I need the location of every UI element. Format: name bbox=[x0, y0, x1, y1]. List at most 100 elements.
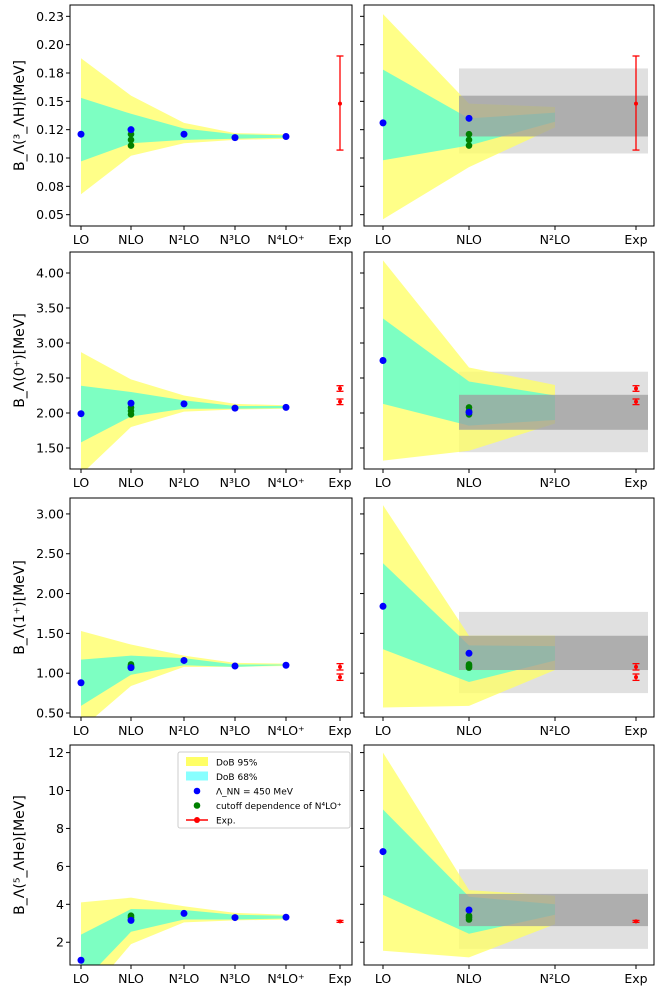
x-tick-label: Exp bbox=[328, 723, 351, 738]
lambda-point-3 bbox=[231, 404, 239, 412]
exp-point bbox=[336, 673, 344, 682]
n2lo-band-dark bbox=[459, 394, 648, 430]
lambda-point-0 bbox=[379, 119, 387, 127]
cutoff-point bbox=[465, 142, 473, 149]
legend-item-2: Λ_NN = 450 MeV bbox=[193, 787, 294, 798]
lambda-point-0 bbox=[379, 602, 387, 610]
y-axis-label: B_Λ(³_ΛH)[MeV] bbox=[12, 60, 28, 171]
cutoff-point bbox=[465, 661, 473, 668]
exp-point bbox=[632, 398, 640, 406]
x-tick-label: N³LO bbox=[220, 232, 251, 247]
x-tick-label: NLO bbox=[456, 232, 482, 247]
x-tick-label: LO bbox=[73, 232, 90, 247]
x-tick-label: N⁴LO⁺ bbox=[267, 475, 304, 490]
legend-label: Λ_NN = 450 MeV bbox=[216, 788, 294, 798]
exp-point bbox=[336, 385, 344, 392]
dob95-band bbox=[81, 630, 286, 717]
lambda-point-2 bbox=[180, 400, 188, 408]
axes-frame bbox=[363, 4, 655, 227]
x-tick-label: LO bbox=[73, 971, 90, 986]
exp-point bbox=[632, 662, 640, 671]
x-tick-label: Exp bbox=[328, 232, 351, 247]
x-tick-label: LO bbox=[375, 723, 392, 738]
lambda-point-3 bbox=[231, 662, 239, 670]
lambda-point-0 bbox=[379, 848, 387, 856]
x-tick-label: N³LO bbox=[220, 723, 251, 738]
lambda-point-1 bbox=[465, 906, 473, 914]
exp-point bbox=[336, 662, 344, 671]
lambda-point-1 bbox=[127, 664, 135, 672]
exp-point bbox=[336, 398, 344, 406]
legend-label: Exp. bbox=[216, 817, 236, 827]
axes-frame bbox=[69, 744, 353, 966]
legend-box bbox=[177, 751, 351, 829]
y-axis-label: B_Λ(⁵_ΛHe)[MeV] bbox=[12, 795, 28, 915]
dob68-band bbox=[81, 385, 286, 443]
y-tick-label: 0.10 bbox=[36, 151, 64, 166]
panel-row3-right: LO NLO N²LO Exp bbox=[360, 497, 655, 738]
y-tick-label: 0.20 bbox=[36, 37, 64, 52]
x-tick-label: N²LO bbox=[540, 232, 571, 247]
y-tick-label: 3.00 bbox=[36, 506, 64, 521]
lambda-point-4 bbox=[282, 403, 290, 411]
y-tick-label: 0.12 bbox=[36, 122, 64, 137]
panel-row2-left: 1.50 2.00 2.50 3.00 3.50 4.00 LO NLO N²LO N³LO N⁴L… bbox=[12, 251, 353, 490]
x-tick-label: NLO bbox=[118, 971, 144, 986]
exp-point bbox=[632, 673, 640, 682]
y-tick-label: 4.00 bbox=[36, 266, 64, 281]
x-tick-label: NLO bbox=[118, 475, 144, 490]
lambda-point-2 bbox=[180, 909, 188, 917]
panel-row1-left: 0.05 0.08 0.10 0.12 0.15 0.18 0.20 0.23 LO NLO N²L… bbox=[12, 4, 353, 247]
lambda-point-0 bbox=[379, 357, 387, 364]
plot-area bbox=[77, 352, 344, 469]
y-tick-label: 0.15 bbox=[36, 94, 64, 109]
cutoff-point bbox=[127, 912, 135, 919]
x-tick-label: LO bbox=[375, 971, 392, 986]
x-tick-label: NLO bbox=[456, 475, 482, 490]
cutoff-point bbox=[465, 130, 473, 138]
cutoff-point bbox=[465, 404, 473, 411]
legend-marker-cutoff bbox=[193, 802, 201, 809]
x-tick-label: N⁴LO⁺ bbox=[267, 232, 304, 247]
cutoff-point bbox=[127, 142, 135, 149]
y-tick-label: 2 bbox=[56, 935, 64, 950]
y-tick-label: 4 bbox=[56, 897, 64, 912]
exp-point bbox=[632, 385, 640, 392]
panel-row4-right: LO NLO N²LO Exp bbox=[360, 744, 655, 986]
x-tick-label: N²LO bbox=[169, 971, 200, 986]
lambda-point-4 bbox=[282, 913, 290, 921]
legend-label: cutoff dependence of N⁴LO⁺ bbox=[216, 802, 342, 812]
exp-point bbox=[632, 55, 640, 151]
x-tick-label: LO bbox=[375, 475, 392, 490]
y-tick-label: 0.05 bbox=[36, 207, 64, 222]
x-tick-label: N⁴LO⁺ bbox=[267, 723, 304, 738]
plot-area bbox=[379, 752, 648, 958]
lambda-point-1 bbox=[465, 649, 473, 657]
x-tick-label: N²LO bbox=[540, 723, 571, 738]
y-tick-label: 12 bbox=[48, 745, 64, 760]
axes-frame bbox=[363, 497, 655, 718]
lambda-point-1 bbox=[127, 399, 135, 407]
y-tick-label: 3.50 bbox=[36, 301, 64, 316]
legend-marker-point bbox=[193, 787, 201, 795]
plot-area bbox=[77, 55, 344, 195]
x-tick-label: N²LO bbox=[169, 475, 200, 490]
legend-item-1: DoB 68% bbox=[186, 771, 258, 783]
exp-point bbox=[632, 919, 640, 924]
legend-marker-exp bbox=[194, 817, 200, 823]
cutoff-point bbox=[127, 136, 135, 144]
y-tick-label: 2.50 bbox=[36, 371, 64, 386]
x-tick-label: N³LO bbox=[220, 971, 251, 986]
y-tick-label: 3.00 bbox=[36, 336, 64, 351]
x-tick-label: LO bbox=[73, 723, 90, 738]
lambda-point-4 bbox=[282, 661, 290, 669]
x-tick-label: N²LO bbox=[169, 723, 200, 738]
cutoff-point bbox=[465, 136, 473, 144]
lambda-point-2 bbox=[180, 130, 188, 138]
lambda-point-1 bbox=[465, 408, 473, 416]
legend: DoB 95% DoB 68% Λ_NN = 450 MeV cutoff depen… bbox=[177, 751, 351, 829]
y-tick-label: 2.00 bbox=[36, 586, 64, 601]
x-tick-label: N²LO bbox=[169, 232, 200, 247]
y-axis-label: B_Λ(0⁺)[MeV] bbox=[12, 313, 28, 408]
